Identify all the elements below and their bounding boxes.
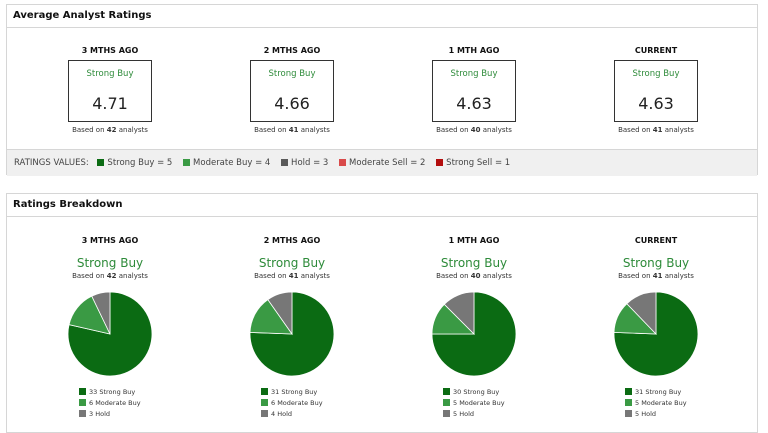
column-heading: 3 MTHS AGO: [81, 236, 139, 245]
breakdown-column-3-mths-ago: 3 MTHS AGO Strong Buy Based on 42 analys…: [30, 235, 190, 420]
rating-label: Strong Buy: [86, 69, 134, 79]
pie-legend-item-moderate-buy: 6 Moderate Buy: [79, 398, 159, 409]
pie-chart: [424, 284, 524, 384]
based-on-text: Based on 41 analysts: [254, 126, 330, 134]
rating-label: Strong Buy: [622, 256, 690, 270]
based-on-text: Based on 41 analysts: [618, 272, 694, 280]
column-heading: 3 MTHS AGO: [81, 46, 139, 55]
pie-chart: [606, 284, 706, 384]
average-analyst-ratings-panel: Average Analyst Ratings 3 MTHS AGO Stron…: [6, 4, 758, 176]
pie-chart: [60, 284, 160, 384]
avg-column-1-mth-ago: 1 MTH AGO Strong Buy 4.63 Based on 40 an…: [394, 45, 554, 134]
based-on-text: Based on 40 analysts: [436, 126, 512, 134]
ratings-breakdown-panel: Ratings Breakdown 3 MTHS AGO Strong Buy …: [6, 193, 758, 433]
pie-slice-strong-buy: [431, 291, 517, 377]
pie-slice-hold: [91, 291, 111, 335]
based-on-text: Based on 40 analysts: [436, 272, 512, 280]
pie-legend-item-moderate-buy: 5 Moderate Buy: [443, 398, 523, 409]
rating-label: Strong Buy: [440, 256, 508, 270]
legend-label: RATINGS VALUES:: [14, 158, 89, 168]
avg-column-3-mths-ago: 3 MTHS AGO Strong Buy 4.71 Based on 42 a…: [30, 45, 190, 134]
pie-legend-item-hold: 3 Hold: [79, 409, 159, 420]
rating-label: Strong Buy: [268, 69, 316, 79]
legend-item-hold: Hold = 3: [281, 158, 328, 168]
rating-score: 4.71: [92, 94, 128, 113]
rating-label: Strong Buy: [450, 69, 498, 79]
pie-slice-strong-buy: [67, 291, 153, 377]
pie-legend-item-strong-buy: 33 Strong Buy: [79, 387, 159, 398]
pie-legend-item-moderate-buy: 5 Moderate Buy: [625, 398, 705, 409]
pie-chart: [242, 284, 342, 384]
column-heading: CURRENT: [634, 46, 678, 55]
analyst-count: 42: [106, 272, 117, 280]
pie-slice-hold: [267, 291, 293, 336]
rating-label: Strong Buy: [76, 256, 144, 270]
pie-slice-hold: [626, 291, 657, 335]
analyst-count: 41: [652, 126, 663, 134]
ratings-values-legend: RATINGS VALUES: Strong Buy = 5 Moderate …: [7, 149, 757, 176]
rating-box: Strong Buy 4.71: [68, 60, 152, 122]
breakdown-column-1-mth-ago: 1 MTH AGO Strong Buy Based on 40 analyst…: [394, 235, 554, 420]
based-on-text: Based on 42 analysts: [72, 272, 148, 280]
column-heading: 1 MTH AGO: [448, 236, 500, 245]
pie-legend: 31 Strong Buy 5 Moderate Buy 5 Hold: [607, 387, 705, 420]
avg-column-current: CURRENT Strong Buy 4.63 Based on 41 anal…: [576, 45, 736, 134]
rating-score: 4.66: [274, 94, 310, 113]
column-heading: CURRENT: [634, 236, 678, 245]
rating-label: Strong Buy: [632, 69, 680, 79]
pie-legend-item-moderate-buy: 6 Moderate Buy: [261, 398, 341, 409]
analyst-count: 40: [470, 272, 481, 280]
panel-title: Average Analyst Ratings: [7, 5, 757, 28]
based-on-text: Based on 41 analysts: [254, 272, 330, 280]
panel-title: Ratings Breakdown: [7, 194, 757, 217]
legend-item-strong-buy: Strong Buy = 5: [97, 158, 172, 168]
legend-item-moderate-buy: Moderate Buy = 4: [183, 158, 270, 168]
pie-svg: [431, 291, 517, 377]
pie-legend-item-strong-buy: 31 Strong Buy: [625, 387, 705, 398]
pie-legend-item-strong-buy: 30 Strong Buy: [443, 387, 523, 398]
based-on-text: Based on 41 analysts: [618, 126, 694, 134]
analyst-count: 41: [652, 272, 663, 280]
pie-legend-item-hold: 5 Hold: [625, 409, 705, 420]
rating-box: Strong Buy 4.63: [432, 60, 516, 122]
pie-legend-item-hold: 4 Hold: [261, 409, 341, 420]
pie-legend: 31 Strong Buy 6 Moderate Buy 4 Hold: [243, 387, 341, 420]
pie-svg: [249, 291, 335, 377]
rating-label: Strong Buy: [258, 256, 326, 270]
analyst-count: 40: [470, 126, 481, 134]
pie-legend-item-hold: 5 Hold: [443, 409, 523, 420]
avg-column-2-mths-ago: 2 MTHS AGO Strong Buy 4.66 Based on 41 a…: [212, 45, 372, 134]
column-heading: 1 MTH AGO: [448, 46, 500, 55]
analyst-count: 41: [288, 126, 299, 134]
analyst-count: 42: [106, 126, 117, 134]
breakdown-column-2-mths-ago: 2 MTHS AGO Strong Buy Based on 41 analys…: [212, 235, 372, 420]
rating-score: 4.63: [456, 94, 492, 113]
pie-legend: 30 Strong Buy 5 Moderate Buy 5 Hold: [425, 387, 523, 420]
rating-score: 4.63: [638, 94, 674, 113]
pie-legend-item-strong-buy: 31 Strong Buy: [261, 387, 341, 398]
breakdown-column-current: CURRENT Strong Buy Based on 41 analysts …: [576, 235, 736, 420]
based-on-text: Based on 42 analysts: [72, 126, 148, 134]
pie-slice-hold: [443, 291, 475, 335]
column-heading: 2 MTHS AGO: [263, 236, 321, 245]
legend-item-strong-sell: Strong Sell = 1: [436, 158, 510, 168]
rating-box: Strong Buy 4.66: [250, 60, 334, 122]
legend-item-moderate-sell: Moderate Sell = 2: [339, 158, 425, 168]
analyst-count: 41: [288, 272, 299, 280]
rating-box: Strong Buy 4.63: [614, 60, 698, 122]
column-heading: 2 MTHS AGO: [263, 46, 321, 55]
pie-svg: [67, 291, 153, 377]
pie-svg: [613, 291, 699, 377]
pie-legend: 33 Strong Buy 6 Moderate Buy 3 Hold: [61, 387, 159, 420]
